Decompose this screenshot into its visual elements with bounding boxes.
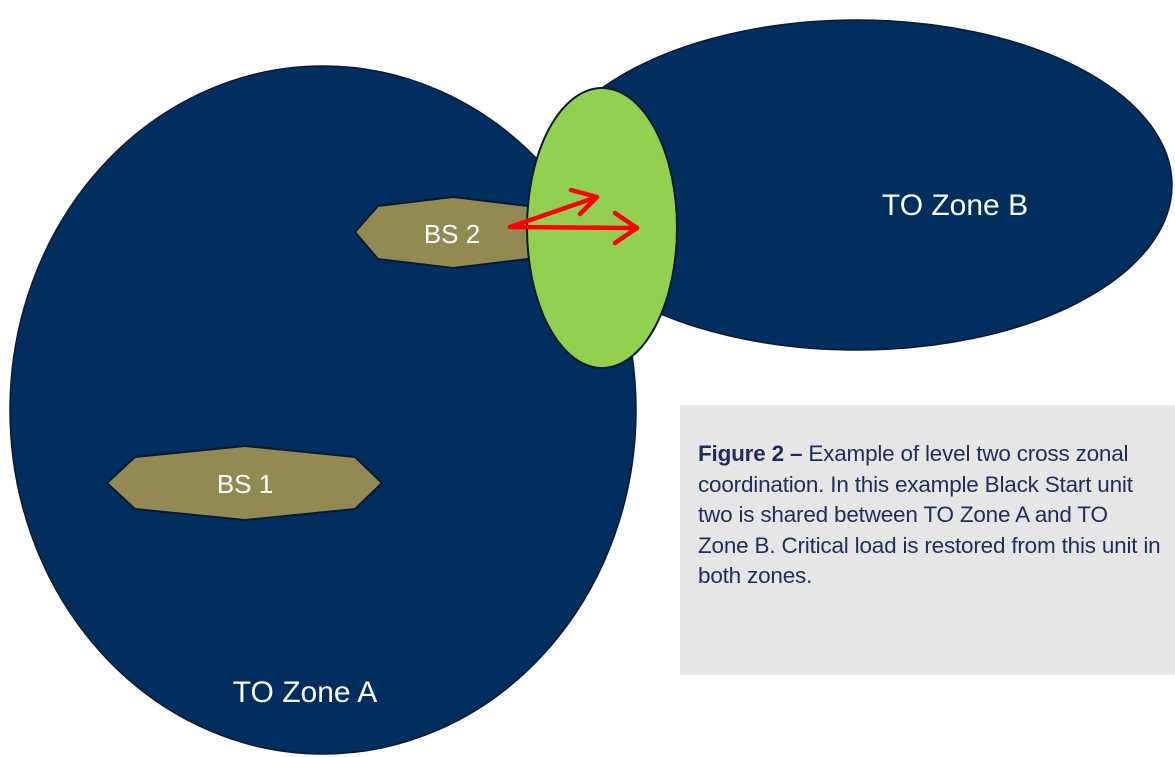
arrow-lower-head (612, 210, 640, 246)
zone-a-label: TO Zone A (233, 676, 378, 709)
bs1-label: BS 1 (217, 469, 273, 499)
arrow-upper (507, 194, 600, 230)
restoration-arrows (507, 187, 640, 246)
bs2-label: BS 2 (424, 219, 480, 249)
figure-number: Figure 2 – (698, 441, 803, 466)
zone-b-label: TO Zone B (882, 189, 1028, 222)
caption-text: Example of level two cross zonal coordin… (698, 441, 1161, 588)
arrow-upper-head (568, 187, 600, 217)
figure-caption: Figure 2 – Example of level two cross zo… (680, 405, 1175, 675)
bs1-unit-shape (105, 444, 384, 522)
arrow-lower (507, 224, 640, 231)
